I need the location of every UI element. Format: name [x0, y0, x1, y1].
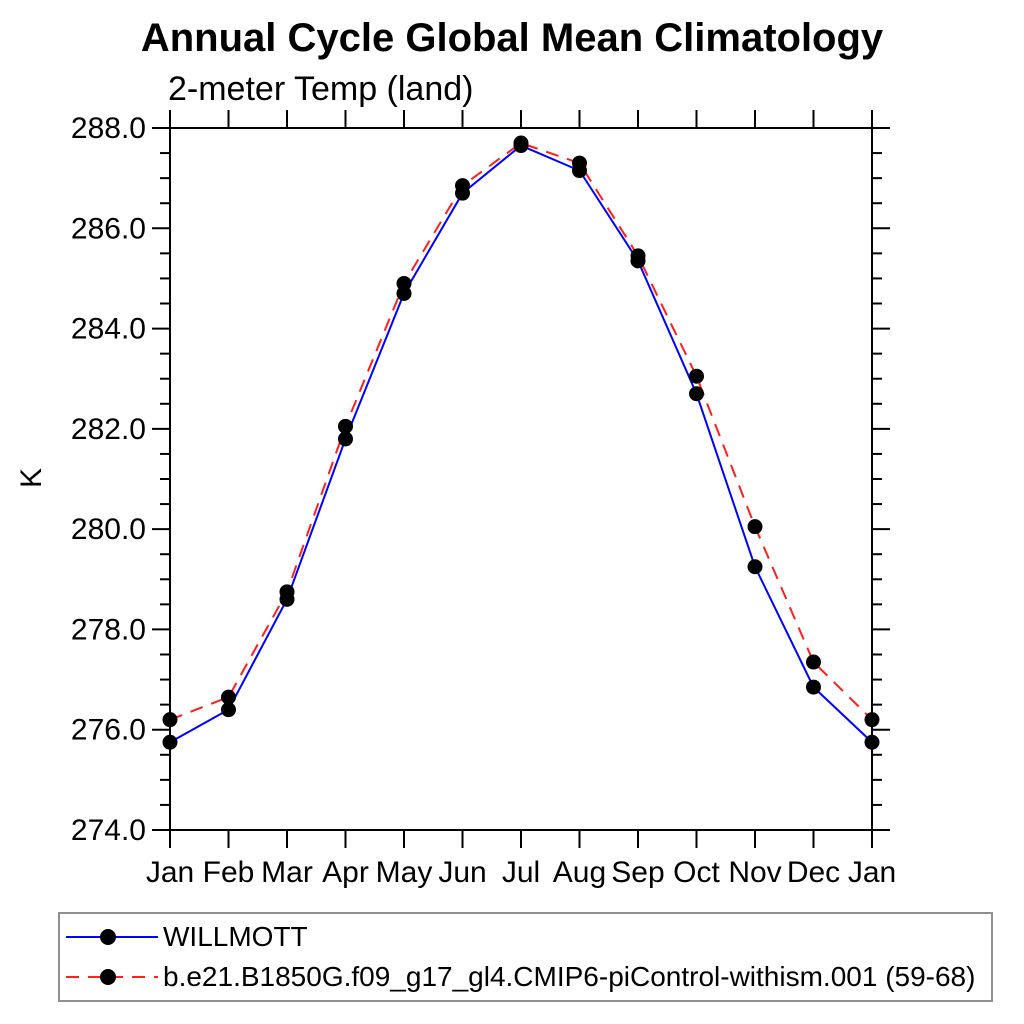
series-line-model: [169, 141, 873, 721]
series-line-willmott: [169, 144, 873, 744]
data-point-marker: [221, 689, 236, 705]
y-tick-label: 278.0: [71, 613, 146, 646]
data-point-marker: [806, 654, 821, 670]
x-tick-label: Jun: [438, 856, 486, 889]
chart-subtitle: 2-meter Temp (land): [168, 70, 474, 108]
x-tick-label: Feb: [203, 856, 255, 889]
data-point-marker: [162, 712, 178, 728]
y-tick-label: 284.0: [71, 313, 146, 346]
x-tick-label: Nov: [728, 856, 781, 889]
chart-title: Annual Cycle Global Mean Climatology: [140, 16, 884, 60]
willmott-line-marker-icon: [66, 929, 158, 946]
data-point-marker: [162, 734, 178, 750]
legend-label-willmott: WILLMOTT: [163, 921, 308, 953]
data-point-marker: [396, 275, 412, 291]
data-point-marker: [864, 734, 880, 750]
x-tick-label: Apr: [322, 856, 369, 889]
data-point-marker: [513, 135, 529, 151]
data-point-marker: [747, 559, 763, 575]
data-point-marker: [455, 178, 470, 194]
data-point-marker: [864, 712, 880, 728]
x-tick-label: Mar: [261, 856, 313, 889]
data-point-marker: [221, 702, 236, 718]
legend-item-model: b.e21.B1850G.f09_g17_gl4.CMIP6-piControl…: [60, 961, 991, 993]
y-tick-label: 286.0: [71, 212, 146, 245]
data-point-marker: [689, 386, 704, 402]
data-point-marker: [630, 248, 646, 264]
data-point-marker: [689, 368, 704, 384]
y-tick-label: 288.0: [71, 112, 146, 145]
model-line-marker-icon: [66, 968, 158, 985]
data-point-marker: [338, 418, 353, 434]
x-tick-label: Oct: [673, 856, 720, 889]
x-tick-label: Aug: [553, 856, 606, 889]
data-point-marker: [572, 155, 587, 171]
legend-item-willmott: WILLMOTT: [60, 921, 991, 953]
x-tick-label: Dec: [787, 856, 840, 889]
plot-frame: [169, 127, 873, 831]
y-tick-label: 280.0: [71, 513, 146, 546]
y-tick-label: 274.0: [71, 814, 146, 847]
x-tick-label: Sep: [611, 856, 664, 889]
legend: WILLMOTT b.e21.B1850G.f09_g17_gl4.CMIP6-…: [58, 912, 993, 1002]
y-tick-label: 276.0: [71, 714, 146, 747]
data-point-marker: [279, 584, 295, 600]
data-point-marker: [806, 679, 821, 695]
legend-label-model: b.e21.B1850G.f09_g17_gl4.CMIP6-piControl…: [163, 960, 976, 992]
x-tick-label: Jul: [502, 856, 540, 889]
y-tick-label: 282.0: [71, 413, 146, 446]
x-tick-label: Jan: [848, 856, 896, 889]
data-point-marker: [747, 519, 763, 535]
x-tick-label: Jan: [146, 856, 194, 889]
data-point-marker: [338, 431, 353, 447]
x-tick-label: May: [376, 856, 433, 889]
